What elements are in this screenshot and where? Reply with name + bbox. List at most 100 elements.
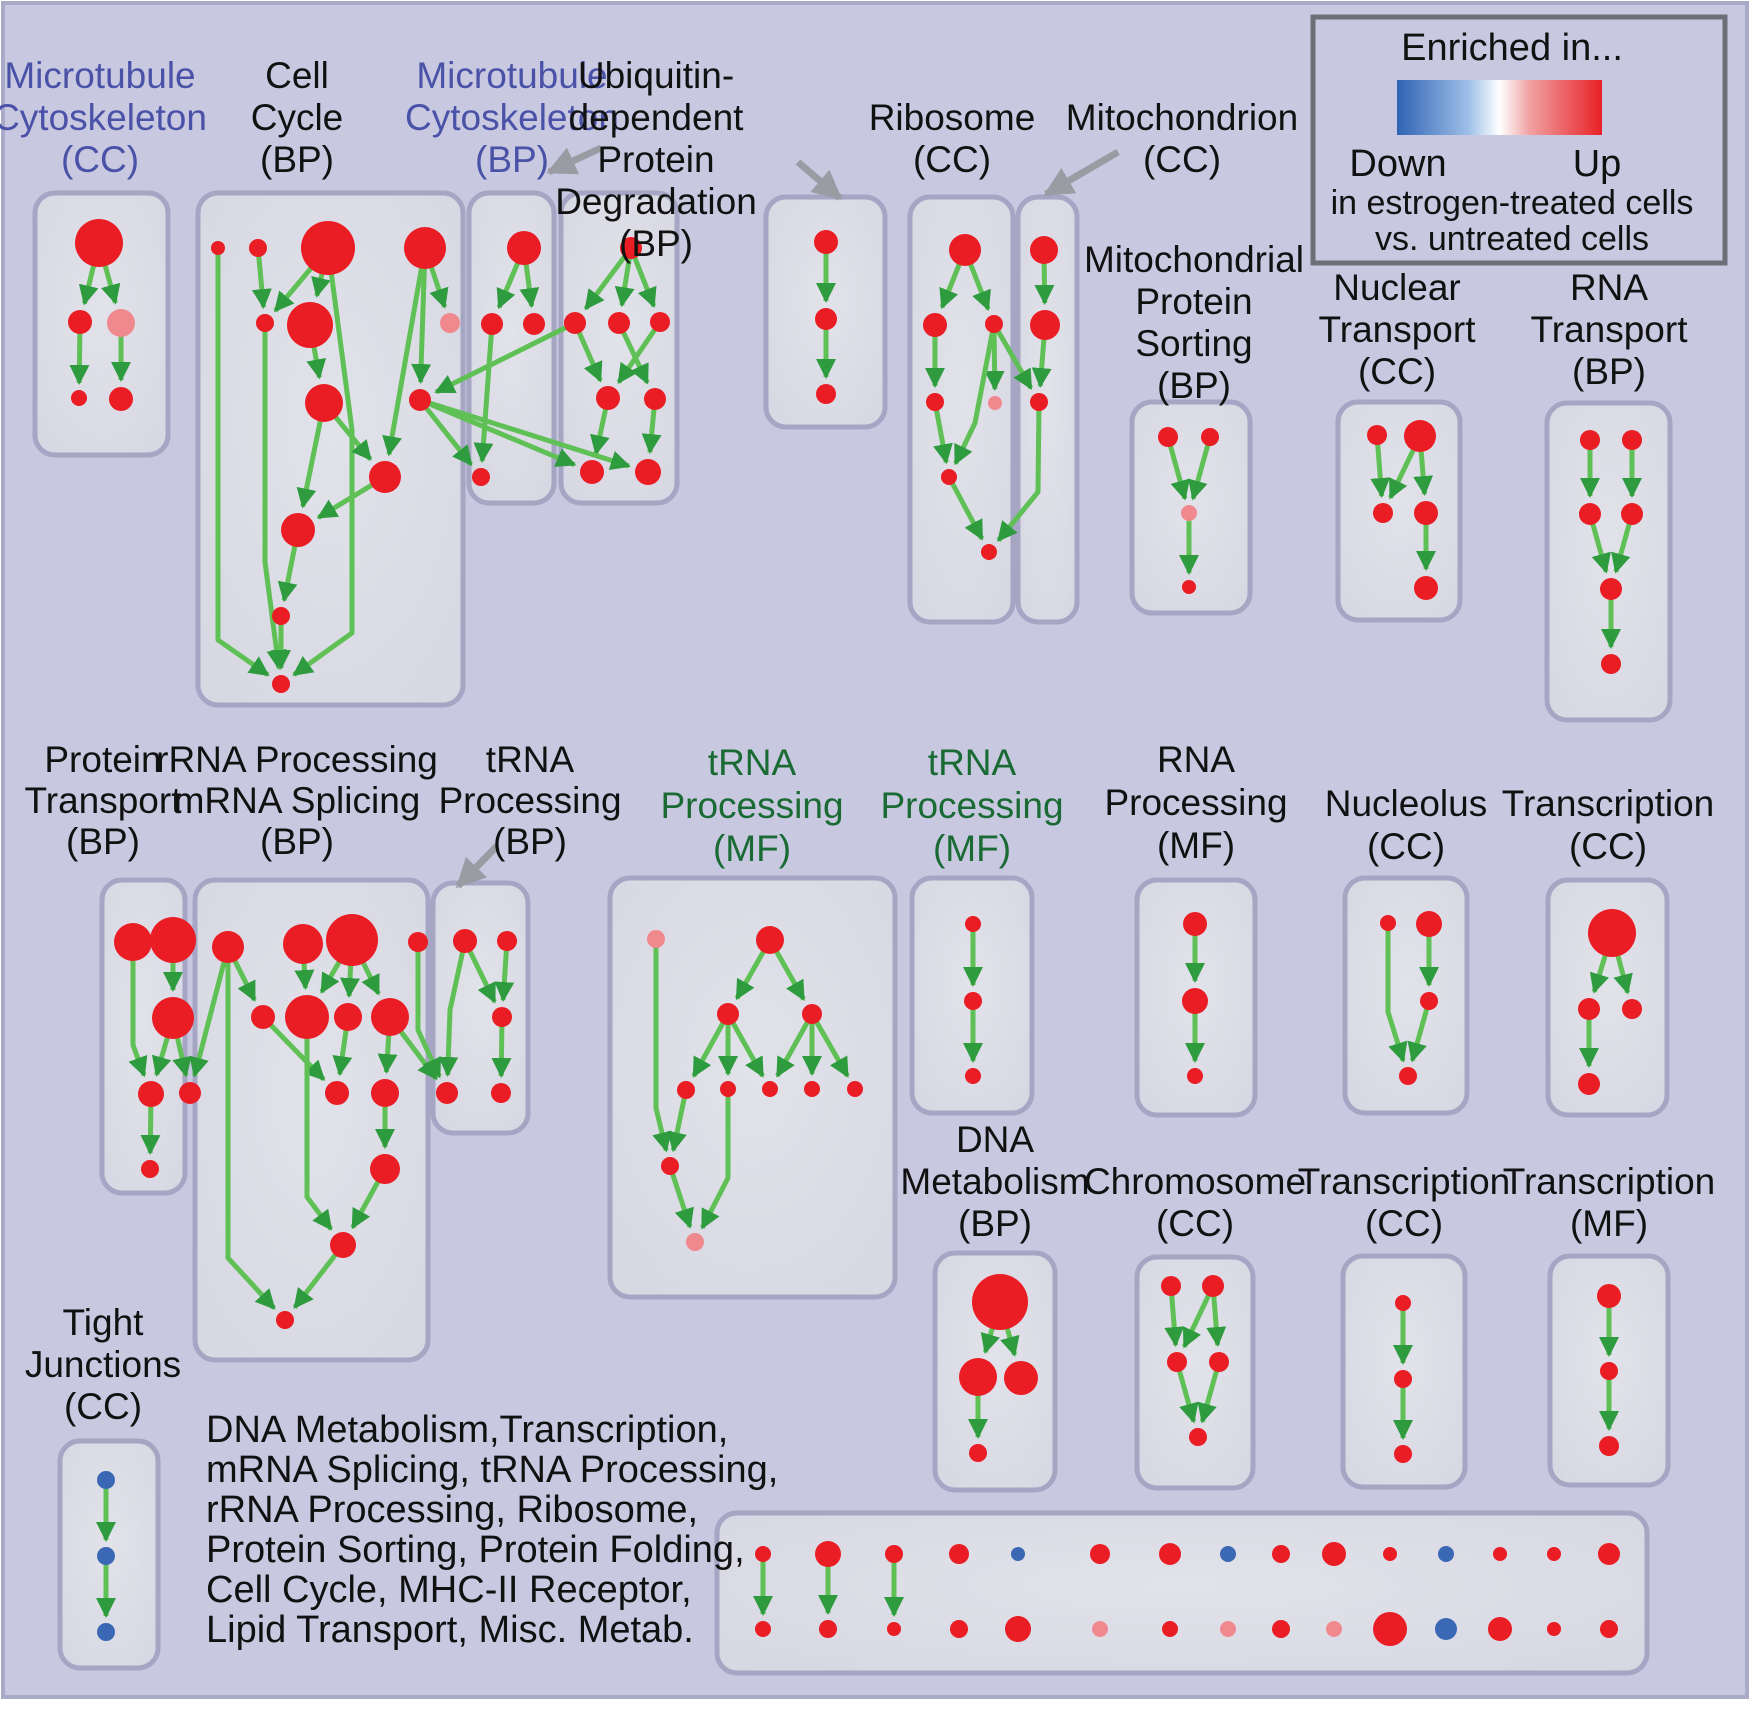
node-misc-4: [1011, 1547, 1025, 1561]
node-trna-mf-big-5: [720, 1081, 736, 1097]
label-trna-bp-line2: Processing: [438, 780, 621, 821]
node-rrna-mrna-bp-4: [251, 1005, 275, 1029]
edge-trna-mf-big: [775, 1012, 815, 1078]
edge-ubiquitin-bp-1: [583, 246, 634, 311]
label-dna-metabolism-line1: DNA: [956, 1119, 1034, 1160]
node-misc-12: [1493, 1547, 1507, 1561]
edge-protein-transport: [128, 942, 148, 1078]
node-rna-processing-mf-0: [1183, 912, 1207, 936]
node-cell-cycle-6: [440, 313, 460, 333]
node-ubiquitin-bp-1-3: [650, 312, 670, 332]
node-misc-21: [1162, 1621, 1178, 1637]
node-nuclear-transport-1: [1404, 420, 1436, 452]
node-cell-cycle-11: [272, 607, 290, 625]
node-misc-8: [1272, 1545, 1290, 1563]
node-ubiquitin-bp-2-2: [816, 384, 836, 404]
label-cell-cycle-line3: (BP): [260, 139, 334, 180]
node-microtubule-bp-2: [523, 313, 545, 335]
node-rrna-mrna-bp-1: [283, 924, 323, 964]
merged-categories-text-line6: Lipid Transport, Misc. Metab.: [206, 1609, 694, 1651]
node-misc-26: [1435, 1618, 1457, 1640]
node-misc-24: [1326, 1621, 1342, 1637]
label-trna-bp-line3: (BP): [493, 821, 567, 862]
node-trna-mf-big-10: [686, 1233, 704, 1251]
node-rna-transport-0: [1580, 430, 1600, 450]
edge-rrna-mrna-bp: [261, 1015, 326, 1082]
node-protein-transport-0: [114, 923, 152, 961]
label-protein-transport-line2: Transport: [25, 780, 183, 821]
node-cell-cycle-1: [249, 239, 267, 257]
legend-subtitle-line2: vs. untreated cells: [1375, 220, 1649, 258]
node-cell-cycle-3: [404, 227, 446, 269]
node-nucleolus-cc-0: [1380, 915, 1396, 931]
edge-ubiquitin-bp-1: [616, 320, 663, 384]
edge-rrna-mrna-bp: [292, 1243, 345, 1309]
node-trna-bp-4: [491, 1083, 511, 1103]
node-misc-6: [1159, 1543, 1181, 1565]
label-chromosome-cc-line1: Chromosome: [1084, 1161, 1306, 1202]
edge-ribosome-cc: [953, 323, 997, 466]
node-ubiquitin-bp-1-7: [635, 459, 661, 485]
node-mitochondrion-cc-2: [1030, 393, 1048, 411]
edge-mito-protein-sorting: [1188, 436, 1213, 501]
node-misc-22: [1220, 1621, 1236, 1637]
node-ubiquitin-bp-1-1: [564, 312, 586, 334]
legend-subtitle-line1: in estrogen-treated cells: [1331, 184, 1694, 222]
cluster-box-misc: [714, 1510, 1650, 1676]
label-trna-mf-2-line3: (MF): [933, 828, 1011, 869]
edge-chromosome-cc: [1174, 1361, 1199, 1424]
node-nuclear-transport-2: [1373, 503, 1393, 523]
edge-ribosome-cc: [946, 475, 985, 541]
node-misc-27: [1488, 1617, 1512, 1641]
node-microtubule-cc-1: [68, 310, 92, 334]
cross-edge-cell-cycle-to-ubiquitin-bp-1: [419, 397, 577, 467]
node-mito-protein-sorting-1: [1201, 428, 1219, 446]
label-microtubule-bp-line1: Microtubule: [416, 55, 607, 96]
label-ubiquitin-bp-line1: Ubiquitin-: [578, 55, 734, 96]
node-ubiquitin-bp-1-6: [580, 460, 604, 484]
node-ribosome-cc-5: [941, 469, 957, 485]
node-rna-transport-3: [1621, 503, 1643, 525]
label-cell-cycle-line2: Cycle: [251, 97, 344, 138]
node-chromosome-cc-4: [1189, 1428, 1207, 1446]
edge-nucleolus-cc: [1407, 1000, 1432, 1063]
edge-ribosome-cc: [932, 401, 953, 465]
edge-trna-mf-big: [667, 1089, 689, 1153]
node-trna-bp-0: [453, 929, 477, 953]
label-rrna-mrna-line1: rRNA Processing: [156, 739, 438, 780]
node-trna-mf-big-9: [661, 1157, 679, 1175]
node-ribosome-cc-2: [985, 315, 1003, 333]
cross-edge-ubiquitin-bp-1-to-cell-cycle: [434, 320, 577, 395]
node-chromosome-cc-0: [1161, 1276, 1181, 1296]
node-chromosome-cc-2: [1167, 1352, 1187, 1372]
node-trna-bp-2: [492, 1007, 512, 1027]
label-tight-junctions-line3: (CC): [64, 1386, 142, 1427]
node-trna-mf-big-6: [762, 1081, 778, 1097]
node-misc-5: [1090, 1544, 1110, 1564]
edge-rrna-mrna-bp: [304, 1017, 333, 1231]
label-transcription-cc-1-line1: Transcription: [1502, 783, 1714, 824]
node-rrna-mrna-bp-7: [371, 998, 409, 1036]
node-chromosome-cc-1: [1202, 1275, 1224, 1297]
node-nucleolus-cc-1: [1416, 911, 1442, 937]
node-dna-metabolism-2: [1004, 1361, 1038, 1395]
label-ubiquitin-bp-line2: dependent: [569, 97, 745, 138]
node-protein-transport-2: [152, 997, 194, 1039]
label-nuclear-transport-line3: (CC): [1358, 351, 1436, 392]
edge-cell-cycle: [262, 323, 287, 671]
label-mitochondrion-cc-line2: (CC): [1143, 139, 1221, 180]
label-transcription-cc-2-line2: (CC): [1365, 1203, 1443, 1244]
label-trna-mf-1-line3: (MF): [713, 828, 791, 869]
label-rna-processing-mf-line1: RNA: [1157, 739, 1235, 780]
cross-edge-rrna-mrna-bp-to-protein-transport: [189, 946, 231, 1078]
node-rna-transport-1: [1622, 430, 1642, 450]
label-mito-protein-sorting-line3: Sorting: [1135, 323, 1252, 364]
label-rna-transport-line1: RNA: [1570, 267, 1648, 308]
node-transcription-cc-2-1: [1394, 1370, 1412, 1388]
legend-down-label: Down: [1349, 143, 1446, 185]
node-nucleolus-cc-3: [1399, 1067, 1417, 1085]
node-dna-metabolism-0: [972, 1274, 1028, 1330]
cluster-box-chromosome-cc: [1134, 1254, 1256, 1491]
